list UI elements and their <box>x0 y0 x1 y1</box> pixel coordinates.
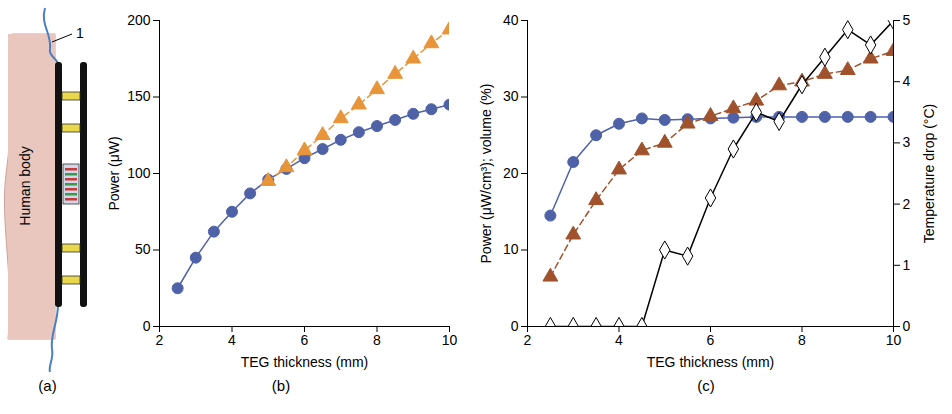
svg-text:150: 150 <box>127 88 151 104</box>
svg-text:6: 6 <box>301 332 309 348</box>
html-text:(a): (a) <box>38 377 57 394</box>
svg-text:TEG thickness (mm): TEG thickness (mm) <box>647 354 775 370</box>
html-text:(c): (c) <box>697 377 715 394</box>
svg-text:TEG thickness (mm): TEG thickness (mm) <box>241 354 369 370</box>
html-text:(b): (b) <box>271 377 291 394</box>
svg-text:Power (μW): Power (μW) <box>106 136 122 210</box>
svg-text:5: 5 <box>903 12 911 28</box>
svg-text:3: 3 <box>903 134 911 150</box>
svg-text:1: 1 <box>76 25 84 41</box>
svg-text:0: 0 <box>903 318 911 334</box>
svg-text:4: 4 <box>228 332 236 348</box>
svg-text:100: 100 <box>127 165 151 181</box>
svg-text:4: 4 <box>903 73 911 89</box>
svg-text:10: 10 <box>503 241 519 257</box>
svg-text:1: 1 <box>903 257 911 273</box>
svg-text:8: 8 <box>373 332 381 348</box>
svg-text:40: 40 <box>503 12 519 28</box>
svg-text:2: 2 <box>156 332 164 348</box>
svg-text:4: 4 <box>615 332 623 348</box>
svg-text:10: 10 <box>442 332 458 348</box>
svg-text:0: 0 <box>143 318 151 334</box>
svg-text:8: 8 <box>798 332 806 348</box>
svg-text:6: 6 <box>707 332 715 348</box>
svg-text:30: 30 <box>503 88 519 104</box>
svg-text:50: 50 <box>135 241 151 257</box>
svg-text:Temperature drop (°C): Temperature drop (°C) <box>921 104 937 243</box>
svg-text:10: 10 <box>886 332 902 348</box>
svg-text:200: 200 <box>127 12 151 28</box>
svg-text:0: 0 <box>511 318 519 334</box>
svg-text:2: 2 <box>903 196 911 212</box>
svg-text:Power (μW/cm³); volume (%): Power (μW/cm³); volume (%) <box>478 84 494 264</box>
svg-text:Human body: Human body <box>17 146 33 225</box>
svg-text:20: 20 <box>503 165 519 181</box>
svg-text:2: 2 <box>524 332 532 348</box>
